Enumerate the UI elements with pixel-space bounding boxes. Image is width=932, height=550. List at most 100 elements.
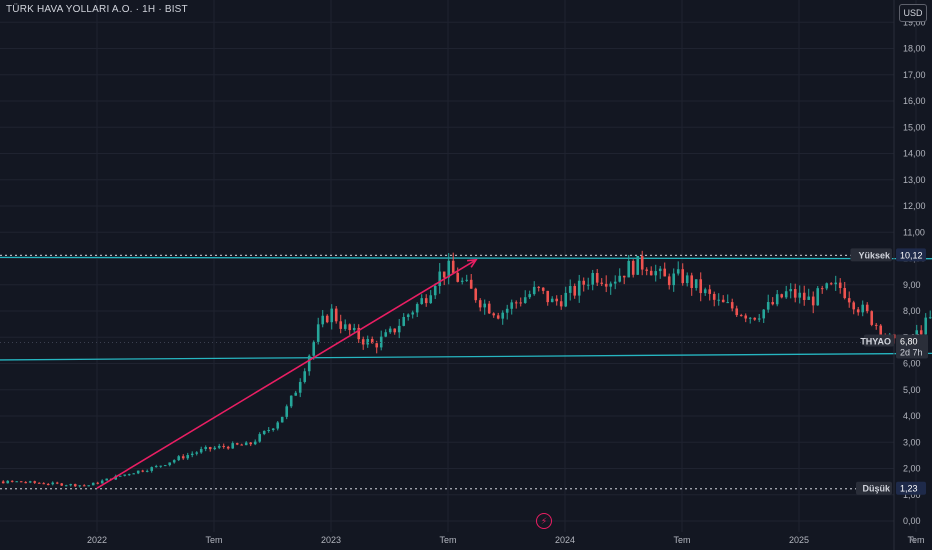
lower-trendline[interactable] — [0, 348, 932, 361]
candle-body — [325, 315, 329, 323]
rally-arrow[interactable] — [96, 259, 477, 489]
currency-button[interactable]: USD — [899, 4, 927, 22]
candle-body — [51, 482, 55, 485]
candle-body — [127, 474, 131, 476]
y-tick-label: 6,00 — [903, 359, 921, 369]
upper-trendline[interactable] — [0, 256, 932, 260]
y-tick-label: 8,00 — [903, 306, 921, 316]
candle-body — [528, 294, 532, 298]
candle-body — [420, 298, 424, 305]
candle-body — [289, 395, 293, 407]
candle-body — [766, 302, 770, 310]
candle-body — [811, 296, 815, 306]
candle-body — [6, 480, 10, 484]
candle-body — [307, 355, 311, 372]
candle-body — [496, 315, 500, 319]
candle-body — [667, 276, 671, 286]
candle-body — [861, 304, 865, 313]
x-tick-label: Tem — [673, 535, 690, 545]
candle-body — [1, 481, 5, 484]
candle-body — [573, 286, 577, 296]
candle-body — [451, 260, 455, 273]
candle-body — [235, 443, 239, 445]
candle-body — [96, 482, 100, 484]
candle-body — [69, 484, 73, 486]
candle-body — [555, 298, 559, 302]
candle-body — [780, 294, 784, 298]
candle-body — [429, 295, 433, 304]
candle-body — [253, 441, 257, 445]
last-price-box — [896, 334, 928, 359]
candle-body — [456, 272, 460, 282]
y-axis: 0,001,002,003,004,005,006,007,008,009,00… — [893, 0, 926, 550]
candle-body — [856, 309, 860, 313]
candle-body — [73, 484, 77, 487]
candle-body — [478, 300, 482, 308]
candle-body — [537, 286, 541, 288]
candle-body — [510, 302, 514, 309]
candle-body — [757, 318, 761, 320]
candle-body — [438, 271, 442, 286]
candle-body — [604, 283, 608, 287]
candle-body — [123, 474, 127, 476]
candle-body — [627, 260, 631, 278]
candle-body — [159, 465, 163, 467]
auto-scale-button[interactable]: A — [910, 535, 916, 544]
candle-body — [618, 275, 622, 282]
candle-body — [816, 288, 820, 306]
candle-body — [586, 284, 590, 286]
candle-body — [712, 293, 716, 300]
x-tick-label: Tem — [439, 535, 456, 545]
y-tick-label: 5,00 — [903, 385, 921, 395]
candle-body — [294, 392, 298, 396]
candle-body — [721, 299, 725, 303]
candle-body — [919, 330, 923, 335]
candle-body — [285, 406, 289, 417]
candle-body — [388, 328, 392, 333]
candle-body — [483, 303, 487, 308]
y-tick-label: 9,00 — [903, 280, 921, 290]
candle-body — [703, 289, 707, 294]
x-tick-label: Tem — [907, 535, 924, 545]
trendlines[interactable] — [0, 256, 932, 361]
candle-body — [699, 279, 703, 294]
lightning-icon[interactable]: ⚡ — [536, 513, 552, 529]
candle-body — [793, 289, 797, 298]
candle-body — [672, 273, 676, 286]
y-tick-label: 4,00 — [903, 411, 921, 421]
candle-body — [631, 260, 635, 275]
candle-body — [330, 308, 334, 323]
candle-body — [865, 304, 869, 312]
symbol-tag-box — [864, 334, 894, 347]
candle-body — [685, 275, 689, 284]
candle-body — [105, 478, 109, 481]
candle-body — [753, 317, 757, 320]
candle-body — [550, 298, 554, 303]
low-tag-value: 1,23 — [900, 484, 918, 494]
candle-body — [748, 317, 752, 319]
candle-body — [843, 288, 847, 299]
high-tag-name: Yüksek — [858, 250, 891, 260]
candle-body — [204, 447, 208, 450]
candle-body — [132, 473, 136, 475]
candle-body — [690, 275, 694, 288]
candle-body — [352, 327, 356, 331]
candle-body — [460, 280, 464, 282]
candle-body — [577, 280, 581, 296]
candle-body — [64, 485, 68, 487]
candle-body — [33, 481, 37, 483]
candle-body — [24, 482, 28, 484]
candle-body — [582, 280, 586, 285]
candle-body — [87, 485, 91, 487]
y-tick-label: 18,00 — [903, 44, 926, 54]
candle-body — [735, 308, 739, 316]
candle-body — [190, 453, 194, 456]
candle-body — [321, 315, 325, 325]
chart-title: TÜRK HAVA YOLLARI A.O. · 1H · BIST — [6, 4, 188, 15]
projection-arrows[interactable] — [96, 35, 932, 489]
candle-body — [15, 481, 19, 483]
y-tick-label: 0,00 — [903, 516, 921, 526]
candle-body — [168, 462, 172, 466]
